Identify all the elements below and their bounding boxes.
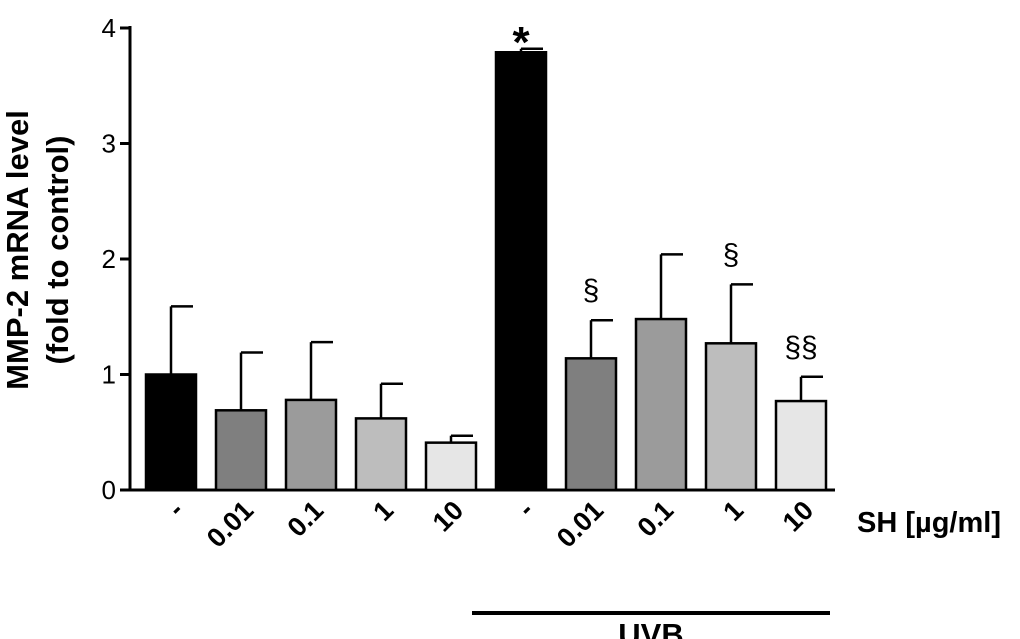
category-label: 0.1 [281, 495, 329, 543]
y-axis-label: MMP-2 mRNA level (fold to control) [0, 110, 75, 390]
category-label: 10 [777, 495, 819, 537]
y-tick-label: 0 [102, 475, 116, 505]
bar [494, 51, 548, 492]
bar [354, 417, 408, 492]
error-bar [589, 318, 613, 359]
error-bar [309, 340, 333, 400]
category-label: - [162, 495, 190, 523]
bar [564, 357, 618, 492]
bar [634, 317, 688, 492]
error-bar [799, 375, 823, 402]
y-tick-label: 1 [102, 360, 116, 390]
y-tick-label: 3 [102, 129, 116, 159]
significance-marker: * [512, 18, 530, 67]
error-bar [519, 47, 543, 53]
bar [214, 409, 268, 492]
significance-marker: § [583, 274, 600, 307]
bar [284, 398, 338, 492]
category-label: 10 [427, 495, 469, 537]
category-label: 0.1 [631, 495, 679, 543]
category-label: - [512, 495, 540, 523]
category-label: 1 [717, 495, 749, 527]
error-bar [379, 382, 403, 419]
y-tick-label: 4 [102, 13, 116, 43]
error-bars [169, 47, 823, 443]
bar [144, 373, 198, 492]
bar [774, 399, 828, 492]
category-labels: -0.01 0.1 1 10-0.01 0.1 1 10 [162, 495, 820, 553]
error-bar [659, 253, 683, 320]
error-bar [449, 434, 473, 443]
bar [704, 342, 758, 492]
uvb-group-label: UVB [618, 617, 683, 639]
significance-marker: §§ [784, 331, 817, 364]
y-tick-label: 2 [102, 244, 116, 274]
significance-annotations: *§§§§ [512, 18, 817, 364]
significance-marker: § [723, 238, 740, 271]
bars [144, 51, 828, 492]
bar [424, 441, 478, 492]
error-bar [729, 283, 753, 344]
x-axis-label: SH [µg/ml] [857, 507, 1001, 539]
category-label: 0.01 [201, 495, 259, 553]
category-label: 0.01 [551, 495, 609, 553]
y-axis-label-line: (fold to control) [40, 136, 75, 365]
error-bar [169, 305, 193, 375]
error-bar [239, 351, 263, 411]
category-label: 1 [367, 495, 399, 527]
y-axis-label-line: MMP-2 mRNA level [0, 110, 35, 390]
